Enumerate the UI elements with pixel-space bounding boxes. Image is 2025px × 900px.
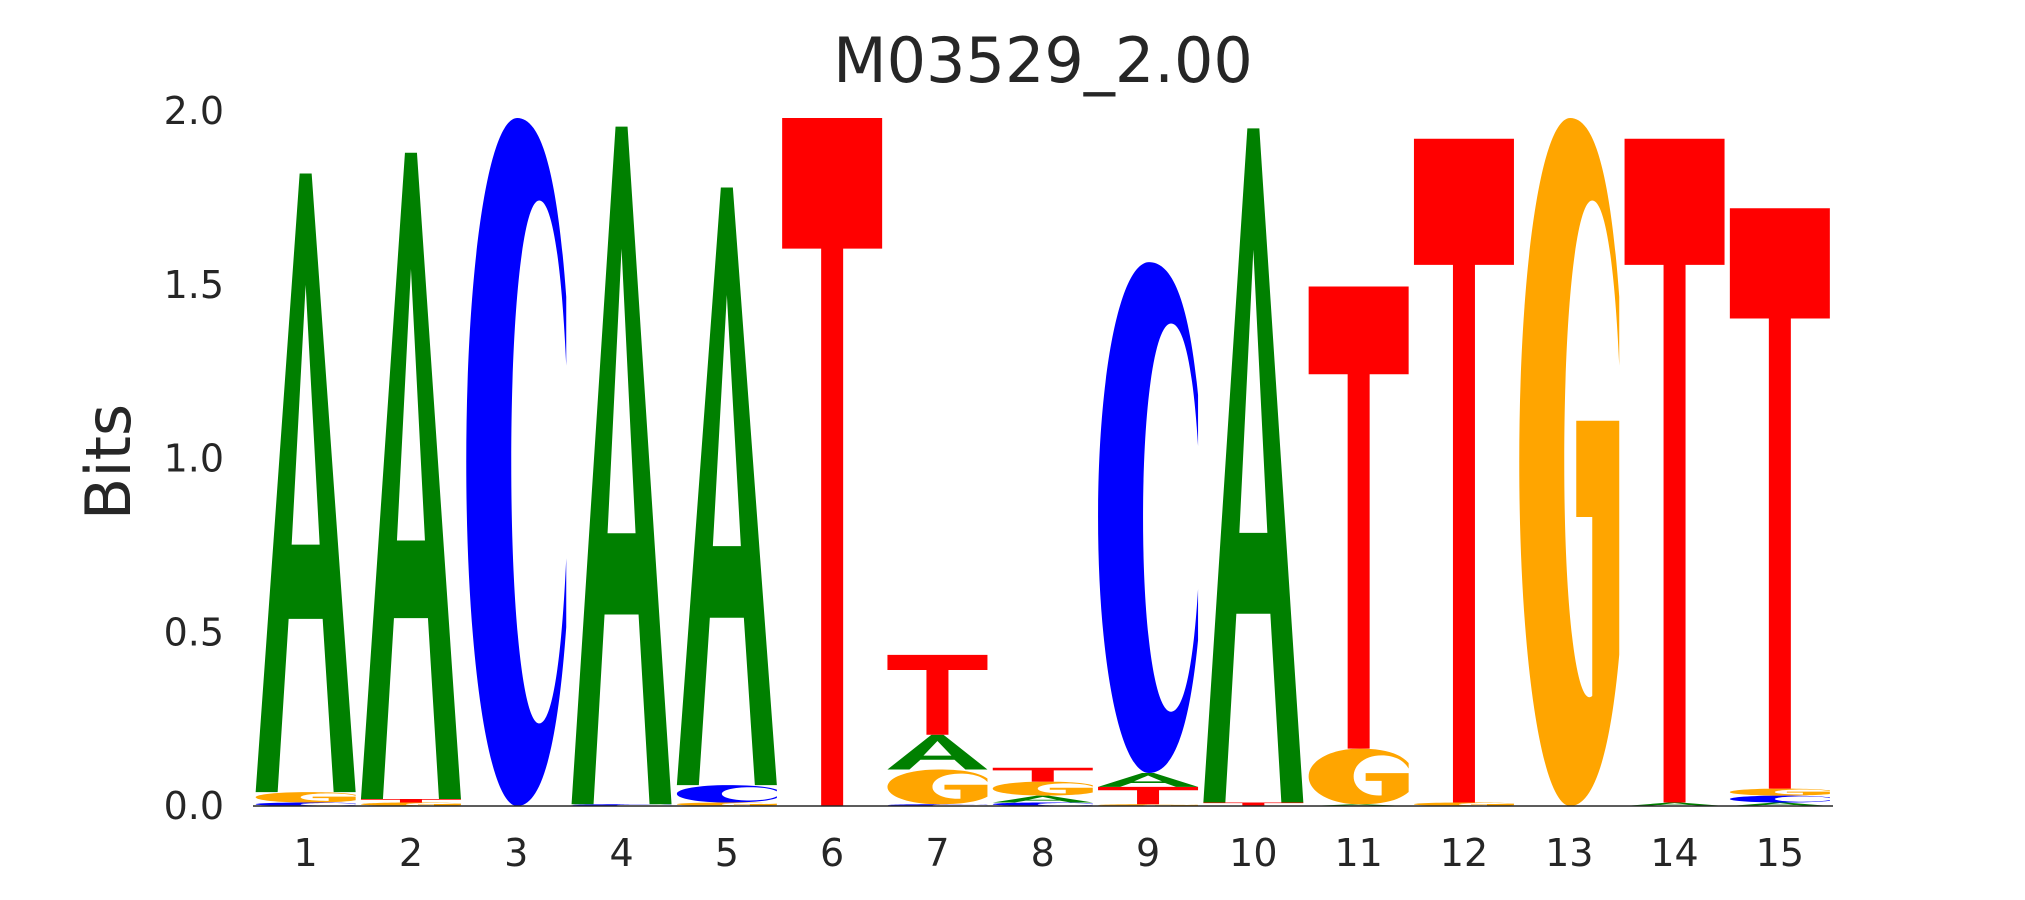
x-tick-label: 9 xyxy=(1136,831,1160,875)
y-axis-ticks: 0.0 0.5 1.0 1.5 2.0 xyxy=(164,89,224,828)
logo-letter-a xyxy=(676,187,777,786)
logo-letter-t xyxy=(1413,138,1514,803)
logo-letter-c xyxy=(1729,795,1830,803)
logo-letter-a xyxy=(1624,802,1725,806)
y-axis-label: Bits xyxy=(72,404,145,520)
logo-letter-a xyxy=(255,173,356,793)
logo-letter-c xyxy=(255,802,356,806)
y-tick-label: 0.0 xyxy=(164,784,224,828)
logo-letter-t xyxy=(1624,138,1725,803)
logo-letter-c xyxy=(1098,262,1199,773)
x-tick-label: 2 xyxy=(399,831,423,875)
logo-letter-a xyxy=(992,795,1093,803)
logo-letter-t xyxy=(1308,286,1409,749)
logo-letter-t xyxy=(782,117,883,806)
logo-letter-g xyxy=(887,769,988,805)
logo-letter-a xyxy=(1203,128,1304,803)
logo-letter-t xyxy=(360,799,461,803)
logo-letter-t xyxy=(1203,802,1304,806)
logo-letter-g xyxy=(1729,788,1830,796)
logo-letter-c xyxy=(466,117,567,806)
logo-letter-t xyxy=(1729,208,1830,789)
logo-letter-a xyxy=(571,126,672,805)
y-tick-label: 1.5 xyxy=(164,263,224,307)
x-tick-label: 11 xyxy=(1334,831,1382,875)
y-tick-label: 2.0 xyxy=(164,89,224,133)
x-axis-ticks: 1 2 3 4 5 6 7 8 9 10 11 12 13 14 15 xyxy=(294,831,1804,875)
logo-letter-g xyxy=(1308,748,1409,805)
logo-letters xyxy=(255,117,1830,806)
x-tick-label: 5 xyxy=(715,831,739,875)
logo-letter-g xyxy=(360,802,461,806)
logo-letter-t xyxy=(992,767,1093,782)
logo-letter-a xyxy=(887,734,988,770)
logo-letter-g xyxy=(992,781,1093,796)
logo-letter-a xyxy=(1729,802,1830,806)
logo-letter-c xyxy=(676,785,777,803)
logo-letter-t xyxy=(1098,786,1199,805)
logo-letter-a xyxy=(1098,772,1199,787)
x-tick-label: 12 xyxy=(1440,831,1488,875)
logo-letter-g xyxy=(255,792,356,803)
x-tick-label: 7 xyxy=(925,831,949,875)
logo-letter-g xyxy=(1413,802,1514,806)
x-tick-label: 13 xyxy=(1545,831,1593,875)
chart-title: M03529_2.00 xyxy=(833,24,1253,97)
logo-letter-c xyxy=(992,802,1093,806)
logo-letter-g xyxy=(1519,117,1620,806)
x-tick-label: 15 xyxy=(1756,831,1804,875)
logo-letter-a xyxy=(360,152,461,800)
x-tick-label: 14 xyxy=(1650,831,1698,875)
y-tick-label: 1.0 xyxy=(164,437,224,481)
logo-letter-t xyxy=(887,654,988,735)
logo-letter-g xyxy=(676,802,777,806)
y-tick-label: 0.5 xyxy=(164,610,224,654)
x-tick-label: 8 xyxy=(1031,831,1055,875)
x-tick-label: 4 xyxy=(609,831,633,875)
x-tick-label: 10 xyxy=(1229,831,1277,875)
x-tick-label: 3 xyxy=(504,831,528,875)
x-tick-label: 6 xyxy=(820,831,844,875)
x-tick-label: 1 xyxy=(294,831,318,875)
